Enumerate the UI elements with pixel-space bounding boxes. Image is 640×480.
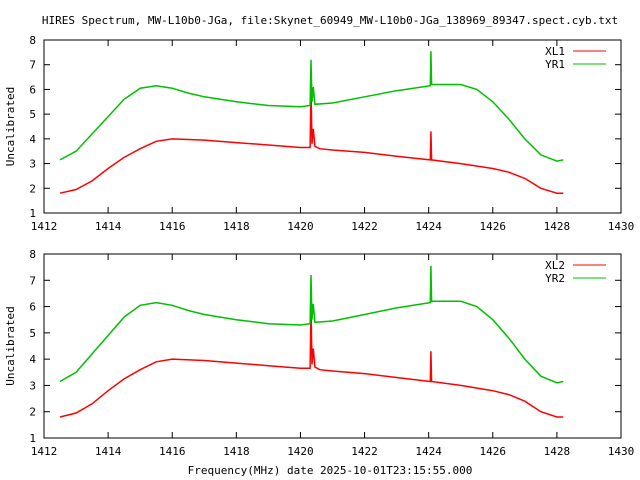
x-tick-label: 1424 <box>415 220 442 233</box>
x-tick-label: 1418 <box>223 220 250 233</box>
x-tick-label: 1430 <box>608 220 635 233</box>
y-tick-label: 6 <box>29 301 36 314</box>
legend-label: YR2 <box>545 272 565 285</box>
x-tick-label: 1412 <box>31 445 58 458</box>
plot-frame <box>43 253 622 439</box>
x-tick-label: 1412 <box>31 220 58 233</box>
y-axis-label: Uncalibrated <box>4 306 17 385</box>
x-axis-label: Frequency(MHz) date 2025-10-01T23:15:55.… <box>188 464 473 477</box>
x-tick-label: 1414 <box>95 220 122 233</box>
y-tick-label: 5 <box>29 108 36 121</box>
series-line-xl1 <box>59 89 564 194</box>
series-line-yr1 <box>59 51 564 162</box>
y-tick-label: 3 <box>29 379 36 392</box>
x-tick-label: 1422 <box>351 445 378 458</box>
x-tick-label: 1426 <box>480 445 507 458</box>
x-tick-label: 1420 <box>287 445 314 458</box>
y-tick-label: 2 <box>29 406 36 419</box>
legend-label: YR1 <box>545 58 565 71</box>
y-tick-label: 5 <box>29 327 36 340</box>
x-tick-label: 1424 <box>415 445 442 458</box>
series-line-yr2 <box>59 265 564 384</box>
y-tick-label: 4 <box>29 133 36 146</box>
y-tick-label: 8 <box>29 34 36 47</box>
y-tick-label: 2 <box>29 182 36 195</box>
legend-label: XL2 <box>545 259 565 272</box>
legend-label: XL1 <box>545 45 565 58</box>
y-tick-label: 7 <box>29 59 36 72</box>
y-tick-label: 7 <box>29 274 36 287</box>
x-tick-label: 1428 <box>544 445 571 458</box>
y-tick-label: 4 <box>29 353 36 366</box>
x-tick-label: 1416 <box>159 220 186 233</box>
y-tick-label: 8 <box>29 248 36 261</box>
chart-title: HIRES Spectrum, MW-L10b0-JGa, file:Skyne… <box>42 14 618 27</box>
x-tick-label: 1422 <box>351 220 378 233</box>
y-tick-label: 6 <box>29 83 36 96</box>
x-tick-label: 1416 <box>159 445 186 458</box>
x-tick-label: 1426 <box>480 220 507 233</box>
y-tick-label: 1 <box>29 207 36 220</box>
plot-panel-1: 1412 1414 1416 1418 1420 1422 1424 1426 1428 1430… <box>4 34 634 233</box>
x-tick-label: 1418 <box>223 445 250 458</box>
y-tick-label: 3 <box>29 158 36 171</box>
x-tick-label: 1428 <box>544 220 571 233</box>
x-tick-label: 1414 <box>95 445 122 458</box>
series-line-xl2 <box>59 306 564 418</box>
y-axis-label: Uncalibrated <box>4 87 17 166</box>
y-tick-label: 1 <box>29 432 36 445</box>
plot-panel-2: 1412 1414 1416 1418 1420 1422 1424 1426 1428 1430… <box>4 248 634 458</box>
plot-frame <box>43 39 622 214</box>
x-tick-label: 1420 <box>287 220 314 233</box>
x-tick-label: 1430 <box>608 445 635 458</box>
